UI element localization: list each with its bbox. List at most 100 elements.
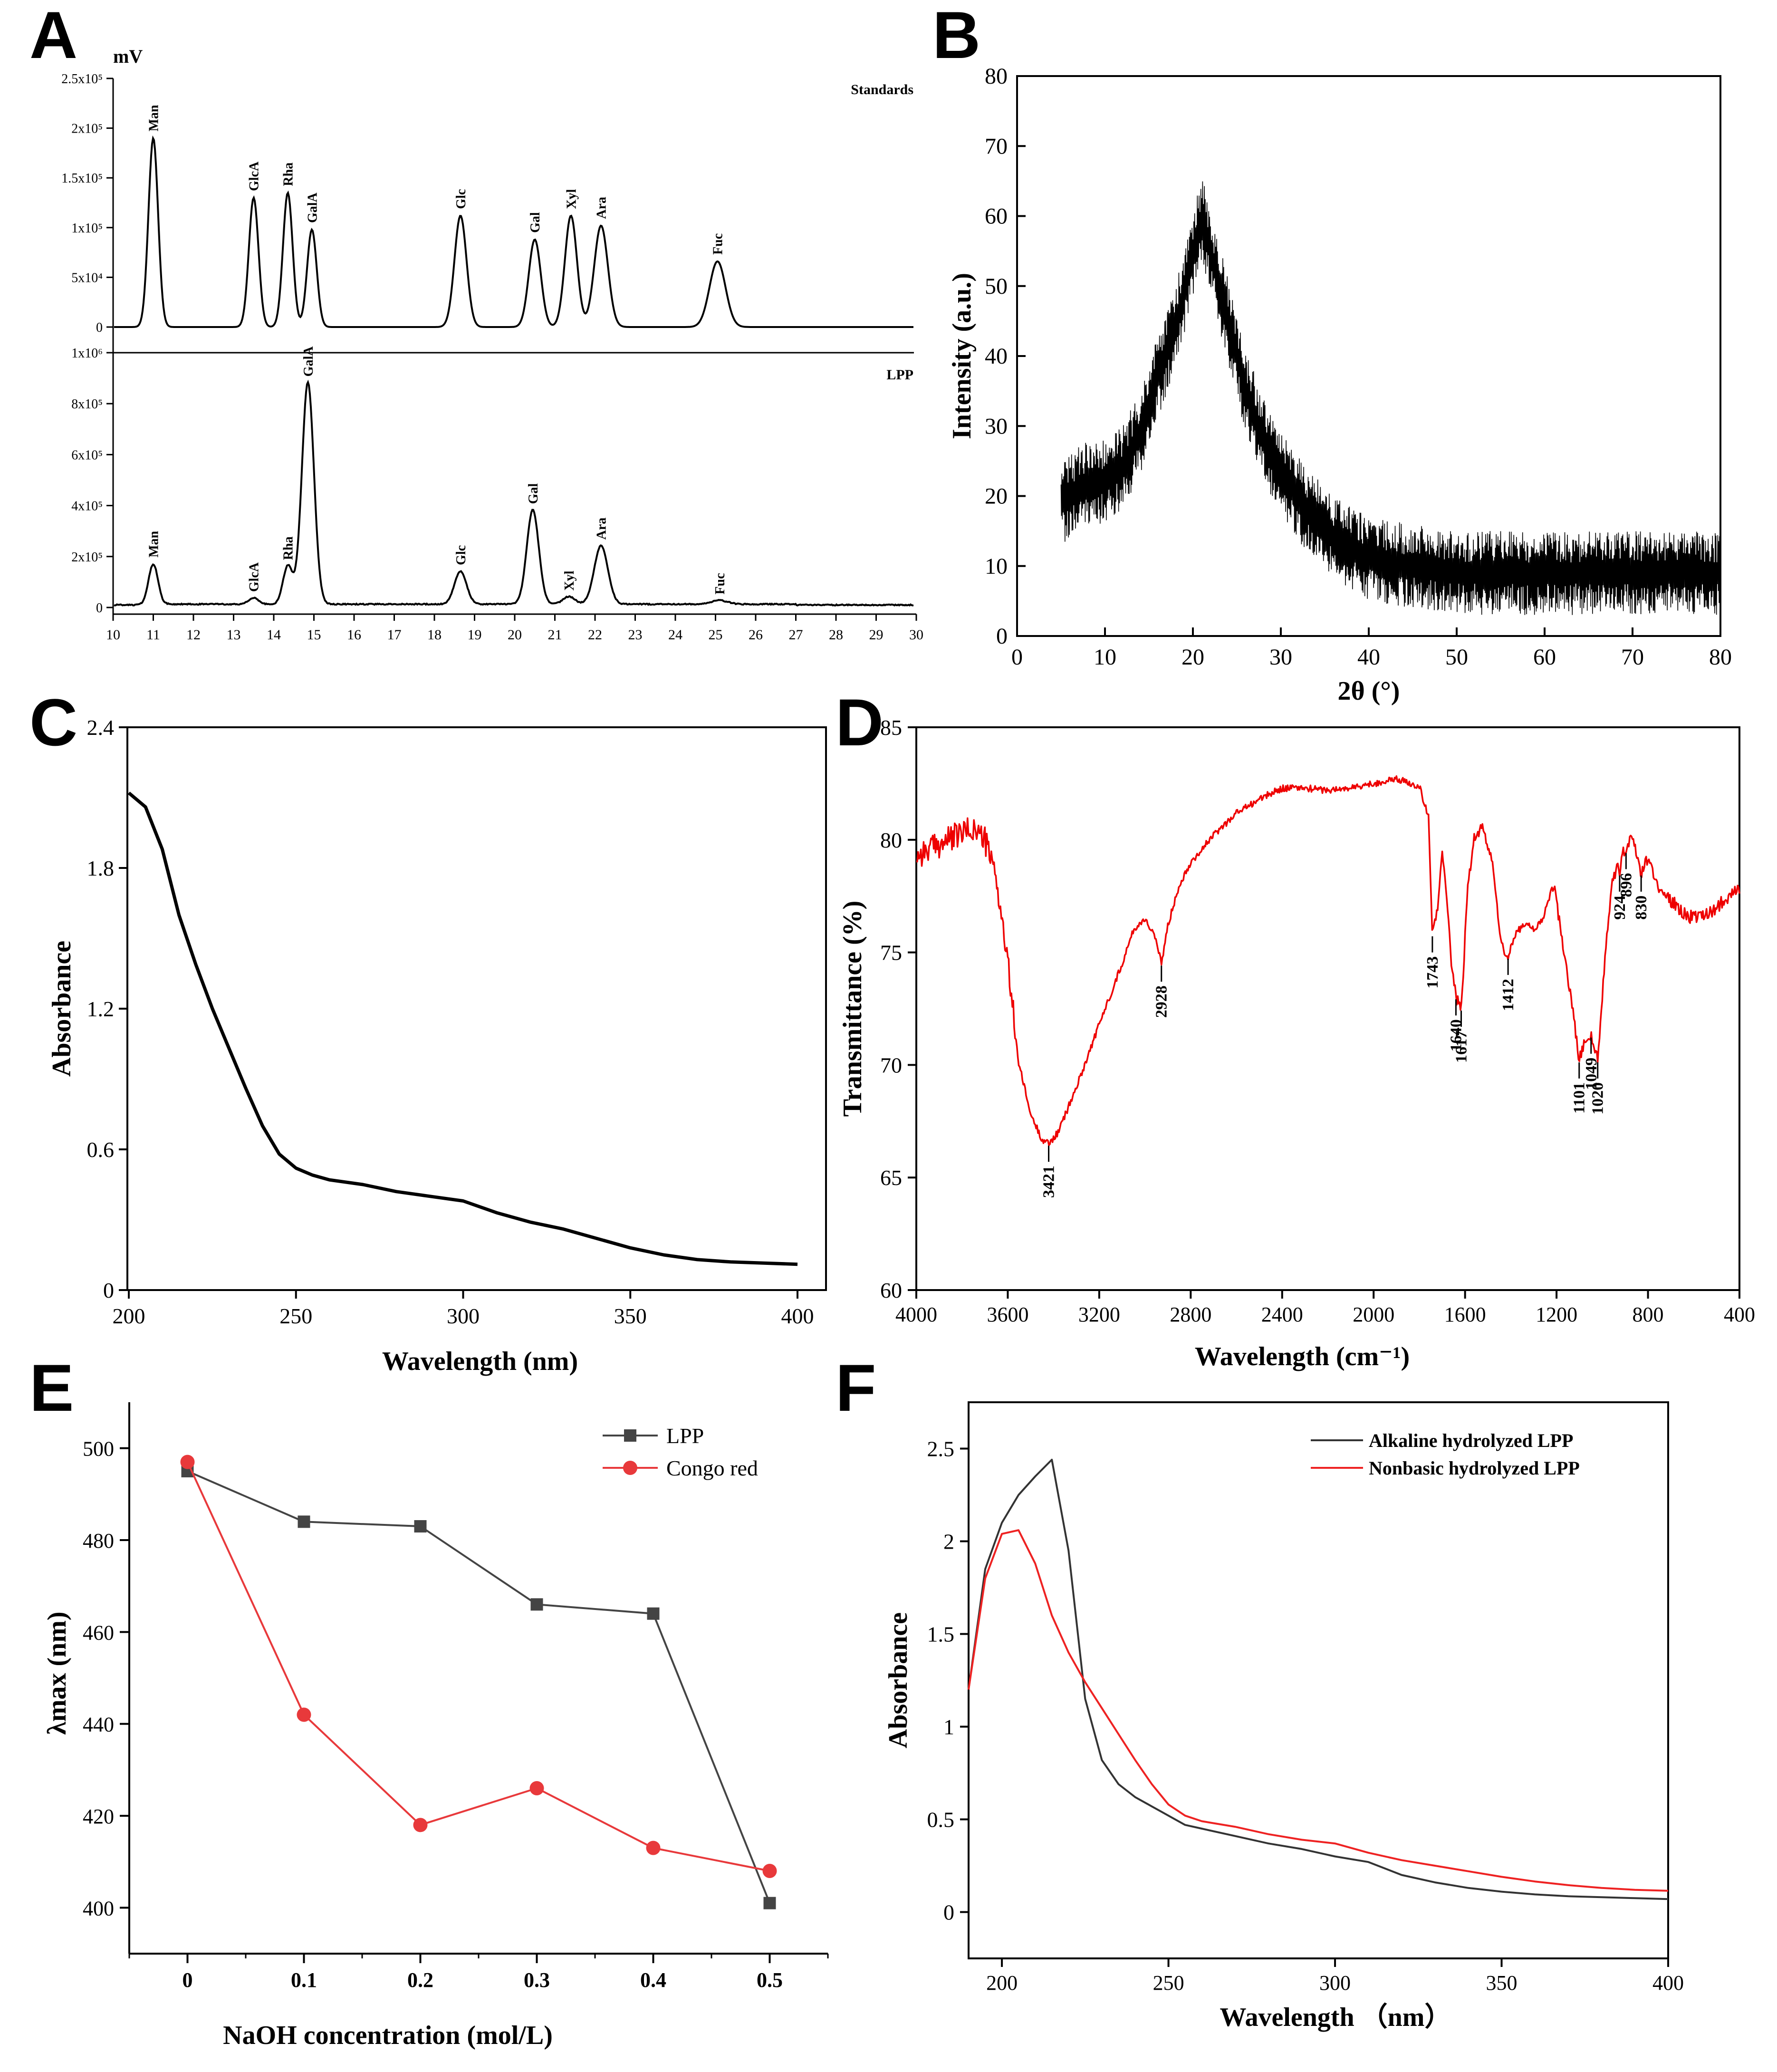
panel-d-ftir-trace [916,776,1739,1146]
panel-b-y-tick-label: 70 [985,134,1008,159]
panel-c-absorbance-line [129,793,797,1264]
panel-d-peak-label-2928: 2928 [1153,985,1171,1018]
panel-c-x-tick-label: 300 [447,1304,480,1328]
panel-e: 0 0.1 0.2 0.3 0.4 0.5400420440460480500LPPCon… [42,1402,828,2050]
panel-a-peak-label-gal: Gal [526,483,541,504]
panel-f: 200 250 300 350 400 0 0.5 1 1.5 2 2.5 Alkaline hydr… [884,1402,1684,2032]
panel-e-y-tick-label: 420 [83,1805,114,1828]
panel-f-uv-plot: 200 250 300 350 400 0 0.5 1 1.5 2 2.5 Alkaline hydr… [884,1402,1684,2032]
panel-a-top-name: Standards [851,82,913,97]
panel-b-x-tick-label: 10 [1094,645,1116,670]
panel-d-y-tick-label: 85 [880,715,902,740]
panel-b-x-tick-label: 20 [1181,645,1204,670]
panel-c-uv-plot: 200 250 300 350 400 0 0.6 1.2 1.8 2.4 Wavelength (… [47,715,826,1376]
panel-f-y-tick-label: 1 [943,1715,954,1739]
panel-d-x-tick-label: 2800 [1170,1303,1211,1326]
panel-b-y-tick-label: 40 [985,344,1008,369]
panel-a-peak-label-gala: GalA [301,346,316,377]
panel-a-y-tick-label: 0 [96,601,103,616]
panel-f-y-tick-label: 2.5 [927,1437,955,1461]
panel-a-peak-label-glca: GlcA [247,562,262,592]
panel-a: mV Standards LPP 10 11 12 13 14 15 16 17 18 19 20 2… [61,46,923,643]
panel-letter-d: D [836,685,884,760]
panel-a-x-tick-label: 11 [146,627,160,643]
panel-d-y-tick-label: 80 [880,828,902,852]
panel-e-marker-lpp [647,1608,660,1620]
panel-e-marker-congo-red [413,1818,428,1832]
panel-a-x-tick-label: 28 [829,627,843,643]
panel-a-x-tick-label: 26 [749,627,763,643]
panel-a-y-tick-label: 2x10⁵ [71,122,103,136]
panel-a-y-tick-label: 1x10⁶ [71,346,103,361]
panel-d-x-tick-label: 800 [1633,1303,1664,1326]
panel-a-peak-label-glca: GlcA [247,161,262,191]
panel-d-ftir-plot: 4000 3600 3200 2800 2400 2000 1600 1200 800 400 60… [838,715,1755,1371]
panel-c-x-tick-label: 400 [781,1304,814,1328]
panel-f-x-tick-label: 300 [1319,1971,1351,1995]
panel-letter-b: B [932,0,980,72]
panel-d-peak-label-3421: 3421 [1040,1166,1058,1198]
panel-d-x-tick-label: 400 [1724,1303,1755,1326]
panel-a-peak-label-gala: GalA [305,192,320,223]
panel-b-x-tick-label: 70 [1621,645,1644,670]
panel-b-y-tick-label: 60 [985,204,1008,229]
panel-b-x-tick-label: 60 [1533,645,1556,670]
panel-d-peak-label-1617: 1617 [1452,1031,1470,1063]
panel-f-x-tick-label: 400 [1652,1971,1684,1995]
panel-letter-f: F [836,1350,876,1425]
panel-letter-a: A [29,0,77,72]
panel-e-legend-label-1: Congo red [666,1456,758,1480]
panel-e-legend-marker-congo-red [623,1461,637,1475]
panel-e-y-tick-label: 440 [83,1713,114,1736]
panel-d-y-tick-label: 65 [880,1166,902,1190]
panel-a-y-tick-label: 4x10⁵ [71,499,103,514]
panel-a-unit-label: mV [113,46,143,67]
panel-f-x-tick-label: 250 [1153,1971,1184,1995]
panel-e-marker-congo-red [297,1707,311,1722]
panel-f-legend-label-0: Alkaline hydrolyzed LPP [1369,1430,1573,1451]
panel-d-peak-label-830: 830 [1633,896,1650,920]
panel-a-peak-label-fuc: Fuc [711,233,726,255]
panel-c: 200 250 300 350 400 0 0.6 1.2 1.8 2.4 Wavelength (… [47,715,826,1376]
panel-a-x-tick-label: 15 [307,627,321,643]
panel-e-y-tick-label: 500 [83,1437,114,1461]
panel-d-peak-label-924: 924 [1611,896,1629,920]
panel-e-line-1 [188,1462,770,1871]
panel-c-y-tick-label: 1.2 [87,997,115,1021]
panel-e-marker-lpp [414,1520,427,1532]
panel-a-x-tick-label: 18 [427,627,442,643]
panel-d-x-tick-label: 2400 [1261,1303,1303,1326]
panel-f-y-axis-label: Absorbance [884,1612,913,1748]
panel-c-y-tick-label: 1.8 [87,856,115,880]
panel-a-axes: 10 11 12 13 14 15 16 17 18 19 20 21 22 23 24 25 26 27 28 29… [106,78,923,643]
panel-e-marker-lpp [531,1598,543,1610]
panel-b-x-tick-label: 50 [1445,645,1468,670]
panel-c-x-axis-label: Wavelength (nm) [382,1347,578,1376]
panel-f-line-1 [969,1530,1668,1891]
panel-a-peak-label-man: Man [147,105,162,131]
panel-e-y-tick-label: 480 [83,1529,114,1552]
panel-d-x-tick-label: 3200 [1078,1303,1120,1326]
panel-f-y-tick-label: 0.5 [927,1808,955,1832]
panel-a-x-tick-label: 17 [387,627,402,643]
panel-e-y-tick-label: 460 [83,1621,114,1644]
panel-e-y-axis-label: λmax (nm) [42,1611,72,1735]
panel-a-x-tick-label: 20 [508,627,522,643]
panel-c-y-tick-label: 2.4 [87,715,115,740]
panel-f-frame [969,1402,1668,1958]
panel-a-trace-lpp [114,382,913,605]
panel-d-y-axis-label: Transmittance (%) [838,901,867,1117]
panel-e-line-0 [188,1471,770,1903]
panel-a-peak-label-glc: Glc [454,545,469,565]
panel-d-x-tick-label: 3600 [987,1303,1028,1326]
panel-d-y-tick-label: 75 [880,941,902,965]
panel-a-peak-label-fuc: Fuc [713,573,728,594]
panel-e-x-tick-label: 0 [183,1968,193,1992]
panel-a-y-tick-label: 6x10⁵ [71,448,103,463]
panel-f-y-tick-label: 2 [943,1530,954,1554]
panel-c-y-tick-label: 0.6 [87,1137,115,1162]
panel-e-x-tick-label: 0.5 [757,1968,783,1992]
panel-a-y-tick-label: 5x10⁴ [71,270,103,285]
panel-a-y-tick-label: 1x10⁵ [71,221,103,236]
panel-d: 4000 3600 3200 2800 2400 2000 1600 1200 800 400 60… [838,715,1755,1371]
